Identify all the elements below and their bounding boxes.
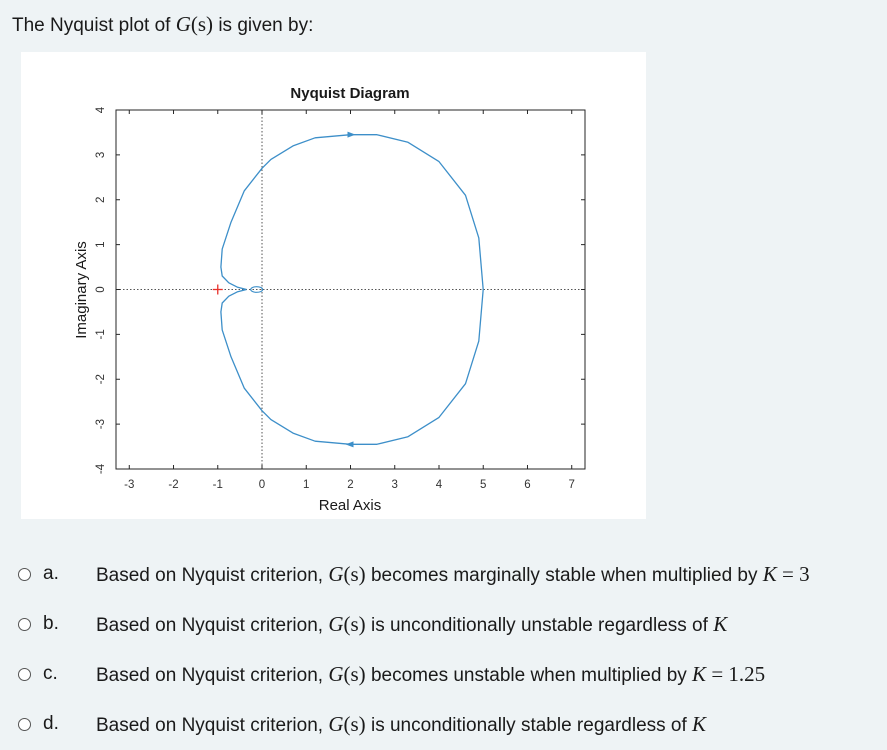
- x-tick-label: 7: [569, 479, 575, 491]
- chart-title: Nyquist Diagram: [290, 85, 409, 102]
- y-axis-label: Imaginary Axis: [73, 241, 90, 339]
- radio-d[interactable]: [18, 717, 31, 731]
- x-tick-label: 4: [436, 479, 443, 491]
- question-function: G(s): [175, 12, 214, 36]
- question-suffix: is given by:: [218, 15, 314, 36]
- y-tick-label: 3: [95, 152, 107, 158]
- x-tick-label: 6: [524, 479, 530, 491]
- nyquist-origin-loop: [250, 286, 264, 293]
- question-prefix: The Nyquist plot of: [12, 15, 171, 36]
- y-tick-label: -4: [95, 463, 107, 474]
- option-a[interactable]: a. Based on Nyquist criterion, G(s) beco…: [18, 556, 878, 592]
- y-tick-label: 1: [95, 241, 107, 247]
- x-tick-label: 0: [259, 479, 265, 491]
- option-b[interactable]: b. Based on Nyquist criterion, G(s) is u…: [18, 606, 878, 642]
- y-tick-label: 0: [95, 286, 107, 292]
- x-tick-label: 2: [347, 479, 353, 491]
- question-text: The Nyquist plot of G(s) is given by:: [12, 10, 313, 40]
- radio-a[interactable]: [18, 567, 31, 581]
- option-a-letter: a.: [43, 563, 59, 584]
- y-tick-label: -3: [95, 419, 107, 429]
- option-d[interactable]: d. Based on Nyquist criterion, G(s) is u…: [18, 706, 878, 742]
- option-d-text: Based on Nyquist criterion, G(s) is unco…: [96, 711, 707, 736]
- x-tick-label: -1: [213, 479, 223, 491]
- y-tick-label: 2: [95, 197, 107, 203]
- direction-arrow-bottom: [345, 441, 354, 448]
- radio-c[interactable]: [18, 667, 31, 681]
- option-c-text: Based on Nyquist criterion, G(s) becomes…: [96, 661, 766, 686]
- x-tick-label: 1: [303, 479, 309, 491]
- option-b-text: Based on Nyquist criterion, G(s) is unco…: [96, 611, 728, 636]
- option-c-letter: c.: [43, 663, 58, 684]
- direction-arrow-top: [347, 131, 356, 138]
- option-c[interactable]: c. Based on Nyquist criterion, G(s) beco…: [18, 656, 878, 692]
- nyquist-curve-negative: [220, 288, 484, 445]
- y-tick-label: 4: [95, 106, 107, 113]
- option-d-letter: d.: [43, 713, 59, 734]
- y-tick-label: -2: [95, 374, 107, 384]
- option-a-text: Based on Nyquist criterion, G(s) becomes…: [96, 561, 810, 586]
- x-tick-label: 3: [392, 479, 398, 491]
- y-tick-label: -1: [95, 329, 107, 339]
- x-tick-label: -2: [168, 479, 178, 491]
- x-tick-label: 5: [480, 479, 486, 491]
- option-b-letter: b.: [43, 613, 59, 634]
- x-tick-label: -3: [124, 479, 134, 491]
- nyquist-chart: Nyquist Diagram Real Axis Imaginary Axis…: [73, 85, 586, 514]
- radio-b[interactable]: [18, 617, 31, 631]
- nyquist-figure: Nyquist Diagram Real Axis Imaginary Axis…: [21, 52, 646, 519]
- nyquist-curve-positive: [220, 134, 484, 291]
- x-axis-label: Real Axis: [319, 497, 382, 514]
